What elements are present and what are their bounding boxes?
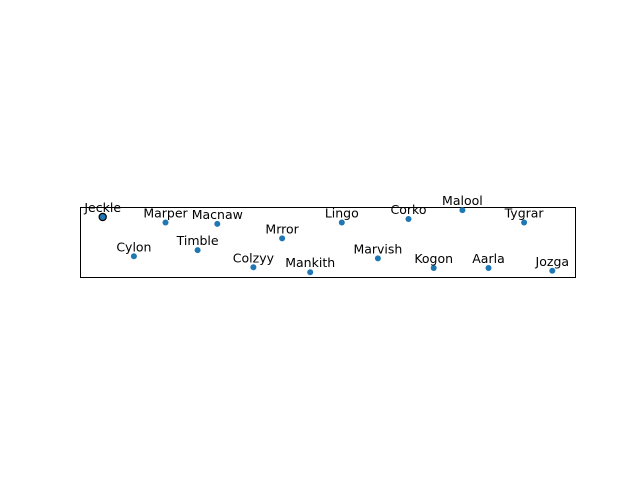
- plot-frame: [80, 207, 576, 278]
- data-point-malool: [459, 207, 466, 214]
- data-point-jozga: [549, 267, 556, 274]
- data-point-marvish: [374, 255, 381, 262]
- data-point-colzyy: [250, 264, 257, 271]
- data-point-corko: [405, 216, 412, 222]
- point-label-mrror: Mrror: [265, 221, 299, 236]
- point-label-jozga: Jozga: [535, 254, 570, 269]
- data-point-timble: [194, 247, 201, 254]
- data-point-macnaw: [214, 220, 221, 227]
- data-point-cylon: [130, 253, 137, 260]
- data-point-mrror: [279, 235, 286, 242]
- point-label-jeckle: Jeckle: [83, 200, 121, 215]
- points-layer: [98, 207, 556, 276]
- data-point-jeckle: [98, 212, 107, 222]
- data-point-lingo: [338, 219, 345, 226]
- data-point-tygrar: [521, 219, 528, 226]
- point-label-malool: Malool: [442, 193, 483, 208]
- data-point-kogon: [430, 265, 437, 271]
- data-point-mankith: [307, 269, 314, 276]
- point-label-marper: Marper: [143, 206, 188, 221]
- point-label-tygrar: Tygrar: [504, 206, 545, 221]
- labels-layer: Jeckle Marper Macnaw Mrror Lingo Corko Malool T…: [83, 193, 569, 270]
- data-point-aarla: [485, 265, 492, 271]
- point-label-marvish: Marvish: [353, 241, 402, 256]
- point-label-macnaw: Macnaw: [192, 207, 243, 222]
- point-label-aarla: Aarla: [472, 251, 504, 266]
- point-label-lingo: Lingo: [325, 206, 359, 221]
- point-label-timble: Timble: [176, 233, 219, 248]
- point-label-colzyy: Colzyy: [233, 250, 275, 265]
- point-label-cylon: Cylon: [116, 239, 151, 254]
- point-label-corko: Corko: [391, 202, 427, 217]
- point-label-mankith: Mankith: [285, 255, 335, 270]
- data-point-marper: [162, 219, 169, 226]
- point-label-kogon: Kogon: [414, 251, 453, 266]
